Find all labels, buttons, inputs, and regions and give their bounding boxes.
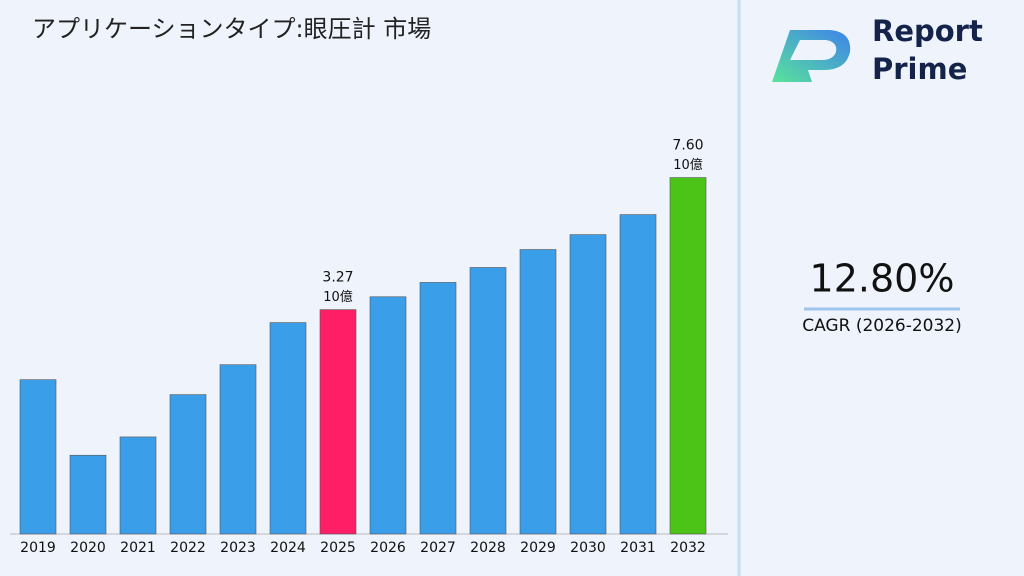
logo-cutout: [790, 40, 837, 60]
value-label: 7.60: [672, 138, 703, 154]
bar: [119, 436, 157, 535]
bar: [569, 234, 607, 535]
x-tick-label: 2028: [470, 540, 506, 556]
x-tick-label: 2030: [570, 540, 606, 556]
bar: [269, 322, 307, 535]
bar: [169, 394, 207, 535]
logo: Report Prime: [772, 14, 983, 86]
bar: [619, 214, 657, 535]
x-tick-label: 2021: [120, 540, 156, 556]
value-unit: 10億: [323, 289, 353, 305]
x-tick-label: 2029: [520, 540, 556, 556]
bar: [469, 267, 507, 535]
x-tick-label: 2020: [70, 540, 106, 556]
cagr-value: 12.80%: [810, 257, 955, 301]
brand-line: Prime: [872, 52, 967, 86]
x-tick-label: 2025: [320, 540, 356, 556]
x-tick-label: 2032: [670, 540, 706, 556]
bar: [419, 282, 457, 535]
cagr-label: CAGR (2026-2032): [802, 316, 962, 336]
x-tick-label: 2031: [620, 540, 656, 556]
x-tick-label: 2023: [220, 540, 256, 556]
bar: [219, 364, 257, 535]
value-unit: 10億: [673, 157, 703, 173]
bar: [669, 177, 707, 535]
x-tick-label: 2026: [370, 540, 406, 556]
bar: [519, 249, 557, 535]
value-label: 3.27: [322, 270, 353, 286]
bar: [19, 379, 57, 535]
x-tick-label: 2024: [270, 540, 306, 556]
bar: [369, 296, 407, 535]
x-tick-label: 2022: [170, 540, 206, 556]
x-tick-label: 2019: [20, 540, 56, 556]
chart-title: アプリケーションタイプ:眼圧計 市場: [32, 15, 431, 43]
bar: [319, 309, 357, 535]
brand-line: Report: [872, 14, 983, 48]
x-tick-label: 2027: [420, 540, 456, 556]
bar: [69, 454, 107, 535]
